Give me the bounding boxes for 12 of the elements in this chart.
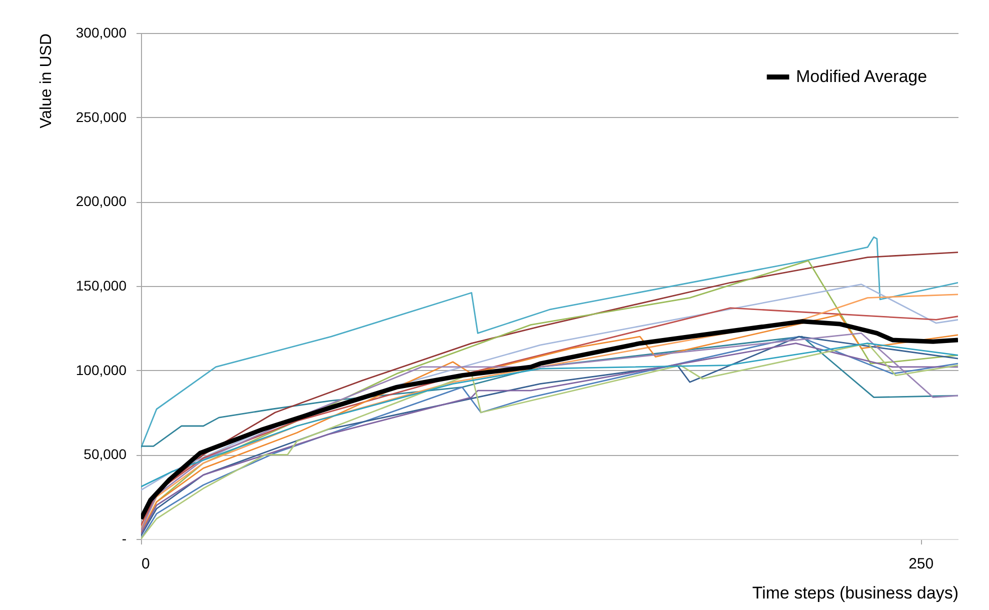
y-tick-label: 150,000: [76, 278, 127, 294]
x-tick-label: 0: [142, 556, 150, 572]
y-tick-label: 300,000: [76, 24, 127, 40]
x-tick-label: 250: [908, 556, 934, 572]
y-tick-label: 250,000: [76, 108, 127, 125]
y-tick-label: 100,000: [76, 362, 127, 378]
y-tick-label: 200,000: [76, 193, 127, 210]
x-axis-title: Time steps (business days): [752, 584, 958, 602]
y-axis-title: Value in USD: [38, 34, 55, 128]
y-tick-label: 50,000: [84, 446, 127, 462]
y-tick-label: -: [122, 530, 127, 546]
legend-label: Modified Average: [796, 67, 928, 86]
